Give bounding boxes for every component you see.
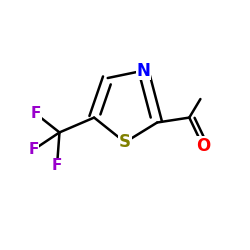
Text: O: O [196,137,210,155]
Text: S: S [119,133,131,151]
Text: F: F [31,106,41,122]
Text: N: N [136,62,150,80]
Text: F: F [52,158,62,173]
Text: F: F [28,142,39,157]
